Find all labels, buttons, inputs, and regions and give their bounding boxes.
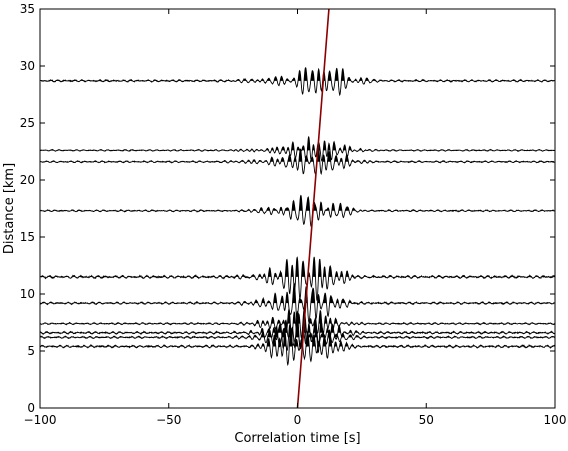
trace-fill	[40, 283, 555, 304]
y-tick-label: 25	[20, 116, 35, 130]
x-tick-label: 50	[419, 413, 434, 427]
x-tick-label: −50	[156, 413, 181, 427]
trace-line	[40, 67, 555, 97]
trace-line	[40, 194, 555, 228]
x-tick-label: 100	[544, 413, 567, 427]
y-axis-label: Distance [km]	[2, 163, 17, 254]
y-tick-label: 5	[27, 344, 35, 358]
trace-fill	[40, 67, 555, 81]
x-tick-label: 0	[294, 413, 302, 427]
y-tick-label: 20	[20, 173, 35, 187]
y-tick-label: 0	[27, 401, 35, 415]
trace-line	[40, 256, 555, 301]
y-tick-label: 35	[20, 2, 35, 16]
y-tick-label: 10	[20, 287, 35, 301]
trace-fill	[40, 195, 555, 211]
trace-fill	[40, 256, 555, 277]
moveout-group	[296, 9, 330, 408]
trace-line	[40, 136, 555, 162]
trace-fill	[40, 324, 555, 338]
moveout-line	[296, 9, 330, 408]
trace-line	[40, 145, 555, 175]
x-tick-label: −100	[24, 413, 57, 427]
x-axis-label: Correlation time [s]	[234, 431, 360, 446]
trace-group	[40, 67, 555, 366]
y-tick-label: 30	[20, 59, 35, 73]
trace-line	[40, 327, 555, 366]
trace-fill	[40, 311, 555, 333]
axis-ticks: −100 −50 0 50 100 0 5 10 15 20 25 30 35	[20, 2, 567, 427]
y-tick-label: 15	[20, 230, 35, 244]
trace-line	[40, 322, 555, 352]
trace-line	[40, 310, 555, 354]
